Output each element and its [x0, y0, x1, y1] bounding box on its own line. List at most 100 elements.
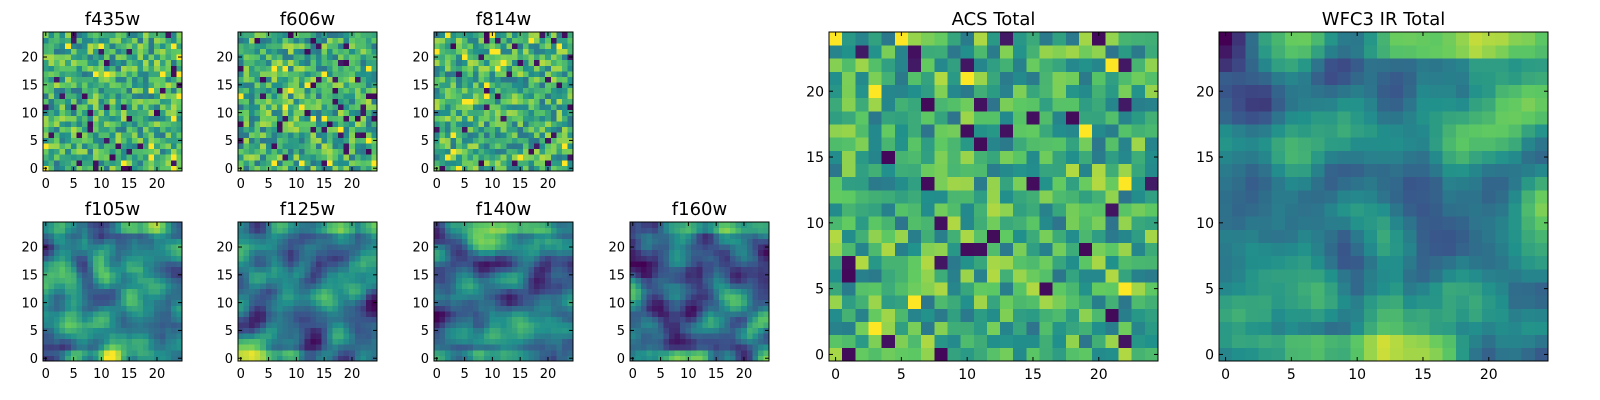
heatmap-cell: [735, 338, 742, 345]
heatmap-cell: [104, 249, 111, 256]
heatmap-cell: [249, 37, 256, 44]
heatmap-cell: [365, 338, 372, 345]
heatmap-cell: [154, 137, 161, 144]
heatmap-cell: [1118, 203, 1133, 217]
heatmap-cell: [81, 32, 88, 38]
heatmap-cell: [115, 344, 122, 351]
heatmap-cell: [148, 98, 155, 105]
heatmap-cell: [371, 65, 378, 72]
heatmap-cell: [921, 295, 935, 309]
heatmap-cell: [500, 227, 507, 234]
heatmap-cell: [321, 255, 328, 262]
heatmap-cell: [707, 344, 714, 351]
heatmap-cell: [76, 115, 83, 122]
heatmap-cell: [76, 120, 83, 127]
heatmap-cell: [371, 338, 378, 345]
heatmap-cell: [735, 227, 742, 234]
heatmap-cell: [652, 344, 659, 351]
heatmap-cell: [478, 333, 485, 340]
heatmap-cell: [371, 249, 378, 256]
heatmap-cell: [478, 104, 485, 111]
heatmap-cell: [310, 222, 317, 228]
heatmap-cell: [159, 54, 166, 61]
heatmap-cell: [652, 294, 659, 301]
heatmap-cell: [159, 316, 166, 323]
heatmap-cell: [691, 310, 698, 317]
heatmap-cell: [360, 154, 367, 161]
heatmap-cell: [354, 338, 361, 345]
heatmap-cell: [657, 305, 664, 312]
heatmap-cell: [556, 249, 563, 256]
heatmap-cell: [98, 76, 105, 83]
heatmap-cell: [472, 333, 479, 340]
heatmap-cell: [365, 37, 372, 44]
heatmap-cell: [170, 43, 177, 50]
heatmap-cell: [349, 249, 356, 256]
heatmap-cell: [489, 338, 496, 345]
heatmap-cell: [545, 244, 552, 251]
heatmap-cell: [495, 120, 502, 127]
heatmap-cell: [343, 59, 350, 66]
heatmap-cell: [472, 283, 479, 290]
heatmap-cell: [104, 98, 111, 105]
heatmap-cell: [98, 238, 105, 245]
heatmap-cell: [87, 272, 94, 278]
heatmap-cell: [271, 109, 278, 116]
heatmap-cell: [973, 295, 988, 309]
heatmap-cell: [271, 43, 278, 50]
heatmap-cell: [159, 327, 166, 334]
heatmap-cell: [254, 344, 261, 351]
heatmap-cell: [271, 316, 278, 323]
heatmap-cell: [104, 288, 111, 295]
heatmap-cell: [349, 104, 356, 111]
heatmap-cell: [445, 238, 452, 245]
heatmap-cell: [657, 333, 664, 340]
heatmap-cell: [467, 109, 474, 116]
heatmap-cell: [48, 148, 55, 155]
heatmap-cell: [702, 244, 709, 251]
heatmap-cell: [148, 159, 155, 166]
heatmap-cell: [663, 266, 670, 273]
heatmap-cell: [371, 70, 378, 77]
heatmap-cell: [495, 283, 502, 290]
heatmap-cell: [93, 222, 99, 228]
heatmap-cell: [484, 154, 490, 161]
heatmap-cell: [271, 126, 278, 133]
heatmap-cell: [170, 316, 177, 323]
heatmap-cell: [461, 344, 468, 351]
heatmap-cell: [159, 82, 166, 88]
heatmap-cell: [718, 305, 725, 312]
heatmap-cell: [93, 338, 99, 345]
heatmap-cell: [326, 43, 333, 50]
heatmap-cell: [48, 98, 55, 105]
heatmap-cell: [159, 37, 166, 44]
heatmap-cell: [528, 233, 535, 240]
heatmap-cell: [310, 227, 317, 234]
heatmap-cell: [500, 266, 507, 273]
heatmap-cell: [517, 93, 524, 100]
heatmap-cell: [534, 244, 541, 251]
heatmap-cell: [365, 54, 372, 61]
heatmap-cell: [691, 322, 698, 329]
heatmap-cell: [276, 82, 283, 88]
heatmap-cell: [48, 76, 55, 83]
heatmap-cell: [332, 82, 339, 88]
heatmap-cell: [511, 98, 518, 105]
heatmap-cell: [735, 355, 742, 362]
heatmap-cell: [315, 266, 322, 273]
heatmap-cell: [635, 344, 642, 351]
y-tick-label: 0: [421, 352, 429, 367]
heatmap-cell: [472, 43, 479, 50]
heatmap-cell: [478, 244, 485, 251]
heatmap-cell: [293, 132, 300, 139]
heatmap-cell: [561, 137, 568, 144]
heatmap-cell: [947, 189, 961, 204]
heatmap-cell: [371, 310, 378, 317]
heatmap-cell: [506, 310, 513, 317]
heatmap-cell: [1079, 308, 1093, 322]
heatmap-cell: [668, 344, 675, 351]
heatmap-cell: [741, 327, 748, 334]
heatmap-cell: [1118, 255, 1133, 270]
heatmap-cell: [115, 305, 122, 312]
heatmap-cell: [702, 288, 709, 295]
